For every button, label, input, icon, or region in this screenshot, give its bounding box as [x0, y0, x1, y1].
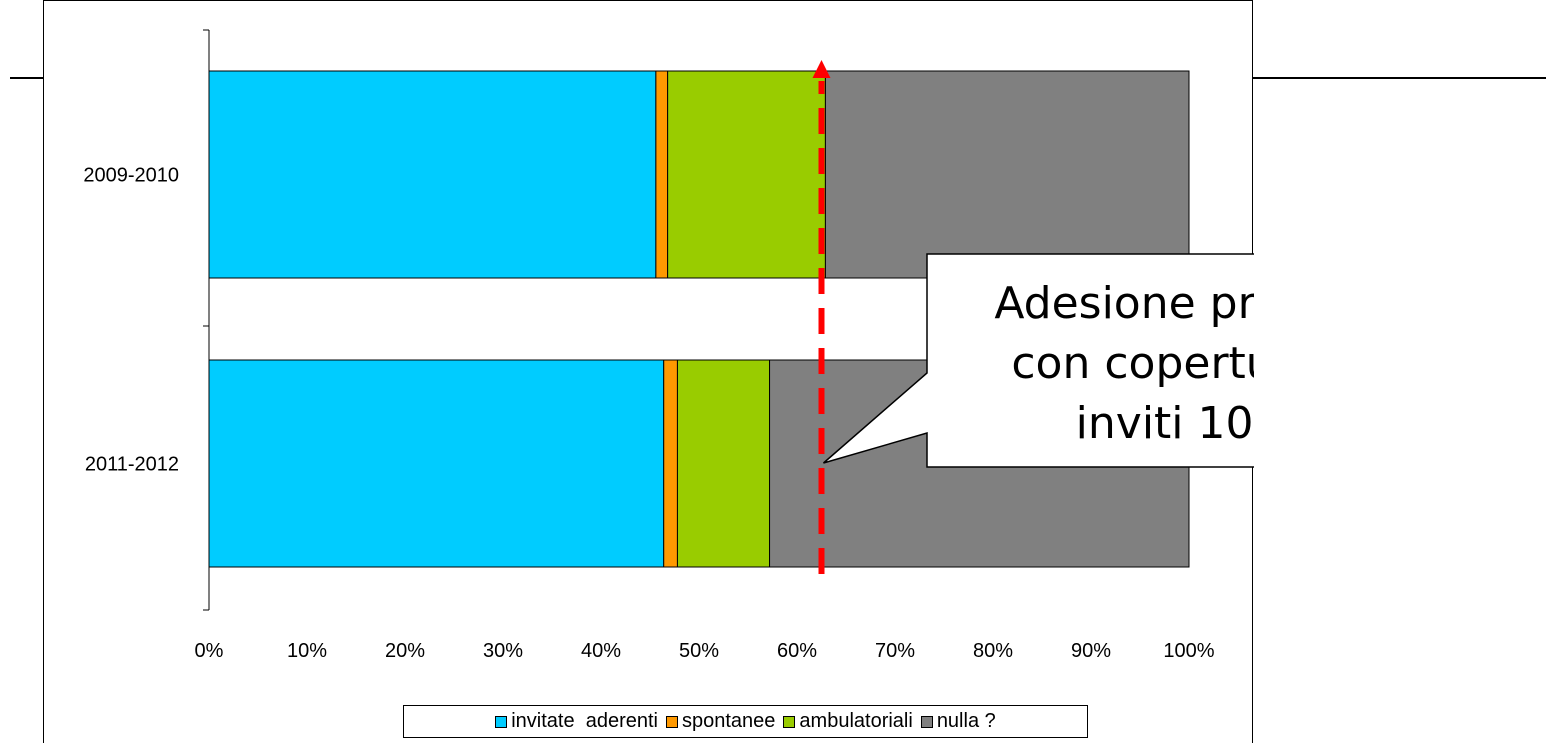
legend-label: spontanee: [682, 710, 776, 732]
legend-swatch: [495, 715, 508, 728]
category-label: 2009-2010: [83, 165, 179, 187]
legend-label: ambulatoriali: [799, 710, 913, 732]
x-tick-label: 40%: [581, 640, 621, 662]
x-tick-label: 20%: [385, 640, 425, 662]
chart-area: 2009-2010 2011-2012 0% 10% 20% 30% 40% 50% 60% 70…: [43, 0, 1254, 743]
bar-segment-2009-2010-invitate-aderenti: [208, 70, 657, 279]
bar-segment-2011-2012-invitate-aderenti: [208, 359, 665, 568]
x-tick-label: 100%: [1163, 640, 1214, 662]
x-tick-label: 10%: [287, 640, 327, 662]
bar-chart: 2009-2010 2011-2012 0% 10% 20% 30% 40% 50% 60% 70…: [83, 29, 1254, 662]
bar-segment-2011-2012-spontanee: [663, 359, 678, 568]
legend-swatch: [920, 715, 933, 728]
x-tick-label: 70%: [875, 640, 915, 662]
bar-segment-2009-2010-spontanee: [655, 70, 669, 279]
chart-legend: invitate aderenti spontanee ambulatoriali n…: [403, 705, 1088, 738]
legend-item: ambulatoriali: [783, 710, 913, 733]
bar-segment-2009-2010-ambulatoriali: [667, 70, 826, 279]
x-tick-label: 80%: [973, 640, 1013, 662]
legend-swatch: [666, 715, 678, 728]
bar-segment-2009-2010-nulla: [824, 70, 1190, 279]
legend-item: spontanee: [666, 710, 775, 733]
bar-segment-2011-2012-ambulatoriali: [676, 359, 771, 568]
x-tick-label: 60%: [777, 640, 817, 662]
legend-label: invitate aderenti: [511, 710, 658, 732]
callout-box: [823, 253, 1254, 468]
x-tick-label: 90%: [1071, 640, 1111, 662]
legend-item: invitate aderenti: [495, 710, 658, 733]
category-label: 2011-2012: [85, 454, 179, 476]
legend-item: nulla ?: [920, 710, 996, 733]
coverage-arrow-head: [812, 60, 831, 78]
x-tick-label: 30%: [483, 640, 523, 662]
legend-label: nulla ?: [936, 710, 996, 732]
callout-text-line: con copertura da: [1011, 338, 1254, 389]
callout-text-line: inviti 100%: [1076, 398, 1254, 449]
callout-text-line: Adesione presunta: [994, 278, 1254, 329]
x-tick-label: 50%: [679, 640, 719, 662]
legend-swatch: [783, 715, 796, 728]
slide-divider-left: [10, 77, 44, 79]
x-tick-label: 0%: [195, 640, 224, 662]
slide-divider-right: [1253, 77, 1546, 79]
